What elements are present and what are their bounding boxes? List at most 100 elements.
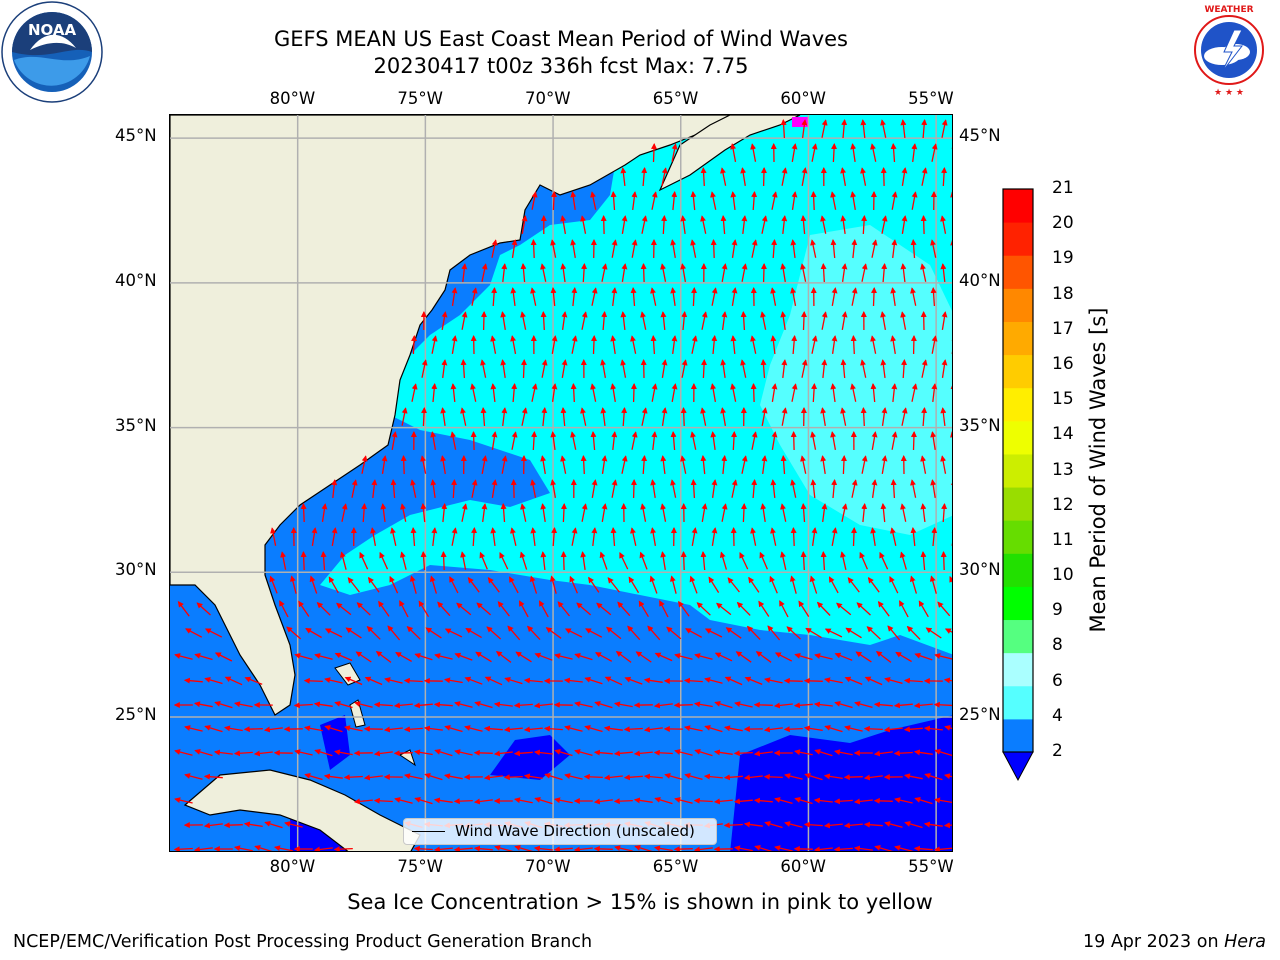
wave-direction-arrow [471, 287, 478, 306]
wave-direction-arrow [913, 749, 933, 756]
wave-direction-arrow [471, 527, 478, 547]
wave-direction-arrow [610, 335, 617, 354]
colorbar-segment [1003, 189, 1033, 223]
wave-direction-arrow [554, 653, 573, 660]
wave-direction-arrow [654, 845, 673, 851]
wave-direction-arrow [513, 750, 533, 757]
wave-direction-arrow [323, 773, 343, 780]
wave-direction-arrow [760, 503, 767, 522]
wave-direction-arrow [650, 287, 657, 306]
wave-direction-arrow [633, 797, 653, 804]
wave-direction-arrow [833, 798, 853, 805]
wave-direction-arrow [593, 845, 613, 851]
wave-direction-arrow [894, 845, 913, 851]
wave-direction-arrow [855, 651, 872, 663]
wave-direction-arrow [370, 527, 377, 547]
wave-direction-arrow [893, 750, 913, 757]
wave-direction-arrow [940, 407, 947, 426]
wave-direction-arrow [798, 600, 810, 617]
wave-direction-arrow [910, 239, 917, 259]
wave-direction-arrow [719, 551, 728, 570]
wave-direction-arrow [873, 701, 893, 708]
wave-direction-arrow [194, 749, 213, 757]
wave-direction-arrow [561, 311, 568, 330]
wave-direction-arrow [533, 845, 553, 851]
wave-direction-arrow [760, 167, 767, 187]
wave-direction-arrow [700, 215, 707, 234]
wave-direction-arrow [610, 527, 617, 547]
wave-direction-arrow [434, 653, 453, 660]
wave-direction-arrow [487, 577, 500, 593]
wave-direction-arrow [750, 335, 757, 354]
wave-direction-arrow [920, 551, 927, 571]
wave-direction-arrow [950, 431, 952, 438]
wave-direction-arrow [725, 627, 742, 639]
wave-direction-arrow [520, 311, 527, 330]
wave-direction-arrow [861, 263, 868, 282]
wave-direction-arrow [863, 725, 883, 732]
wave-direction-arrow [514, 845, 533, 851]
wave-direction-arrow [670, 287, 677, 306]
wave-direction-arrow [510, 335, 517, 355]
wave-direction-arrow [754, 844, 773, 851]
wave-direction-arrow [950, 191, 952, 198]
wave-direction-arrow [670, 479, 677, 498]
wave-direction-arrow [724, 676, 743, 686]
wave-direction-arrow [520, 503, 527, 522]
wave-direction-arrow [440, 551, 447, 571]
wave-direction-arrow [809, 575, 818, 594]
wave-direction-arrow [784, 773, 803, 780]
wave-direction-arrow [614, 845, 633, 851]
wave-direction-arrow [493, 750, 513, 757]
wave-direction-arrow [921, 119, 928, 139]
wave-direction-arrow [493, 701, 513, 708]
wave-direction-arrow [791, 143, 798, 163]
wave-direction-arrow [814, 653, 833, 660]
wave-direction-arrow [951, 335, 952, 354]
wave-direction-arrow [303, 677, 323, 684]
wave-direction-arrow [721, 311, 728, 330]
wave-direction-arrow [870, 383, 877, 403]
wave-direction-arrow [585, 628, 603, 638]
wave-direction-arrow [773, 702, 793, 709]
wave-direction-arrow [184, 773, 203, 780]
lon-tick-label-top: 65°W [652, 89, 699, 108]
wave-direction-arrow [933, 701, 952, 708]
wave-direction-arrow [860, 119, 867, 138]
wave-direction-arrow [891, 239, 898, 258]
lon-tick-label-bottom: 55°W [908, 857, 954, 876]
wave-direction-arrow [194, 653, 213, 661]
colorbar-segment [1003, 255, 1033, 289]
wave-direction-arrow [183, 677, 203, 684]
wave-direction-arrow [527, 625, 541, 641]
wave-direction-arrow [354, 701, 373, 708]
wave-direction-arrow [204, 628, 223, 638]
wave-direction-arrow [599, 551, 608, 570]
wave-direction-arrow [550, 479, 557, 499]
wave-direction-arrow [184, 725, 203, 732]
wave-direction-arrow [406, 626, 421, 640]
wave-direction-arrow [913, 702, 933, 709]
wave-direction-arrow [174, 749, 193, 756]
wave-direction-arrow [421, 359, 428, 378]
wave-direction-arrow [641, 215, 648, 234]
wave-direction-arrow [647, 625, 661, 641]
wave-direction-arrow [530, 287, 537, 306]
wave-direction-arrow [944, 725, 952, 731]
wave-direction-arrow [606, 626, 622, 640]
wave-direction-arrow [661, 407, 668, 426]
wave-direction-arrow [944, 628, 952, 634]
wave-direction-arrow [733, 750, 753, 757]
wave-direction-arrow [790, 287, 797, 307]
wave-direction-arrow [364, 676, 383, 686]
wave-direction-arrow [899, 600, 909, 618]
wave-direction-arrow [583, 773, 603, 780]
wave-direction-arrow [253, 750, 273, 757]
wave-direction-arrow [763, 726, 783, 733]
wave-direction-arrow [800, 551, 807, 571]
wave-direction-arrow [603, 774, 623, 781]
wave-direction-arrow [624, 676, 643, 685]
wave-direction-arrow [770, 527, 777, 546]
wave-direction-arrow [529, 575, 538, 594]
wave-direction-arrow [551, 383, 558, 402]
